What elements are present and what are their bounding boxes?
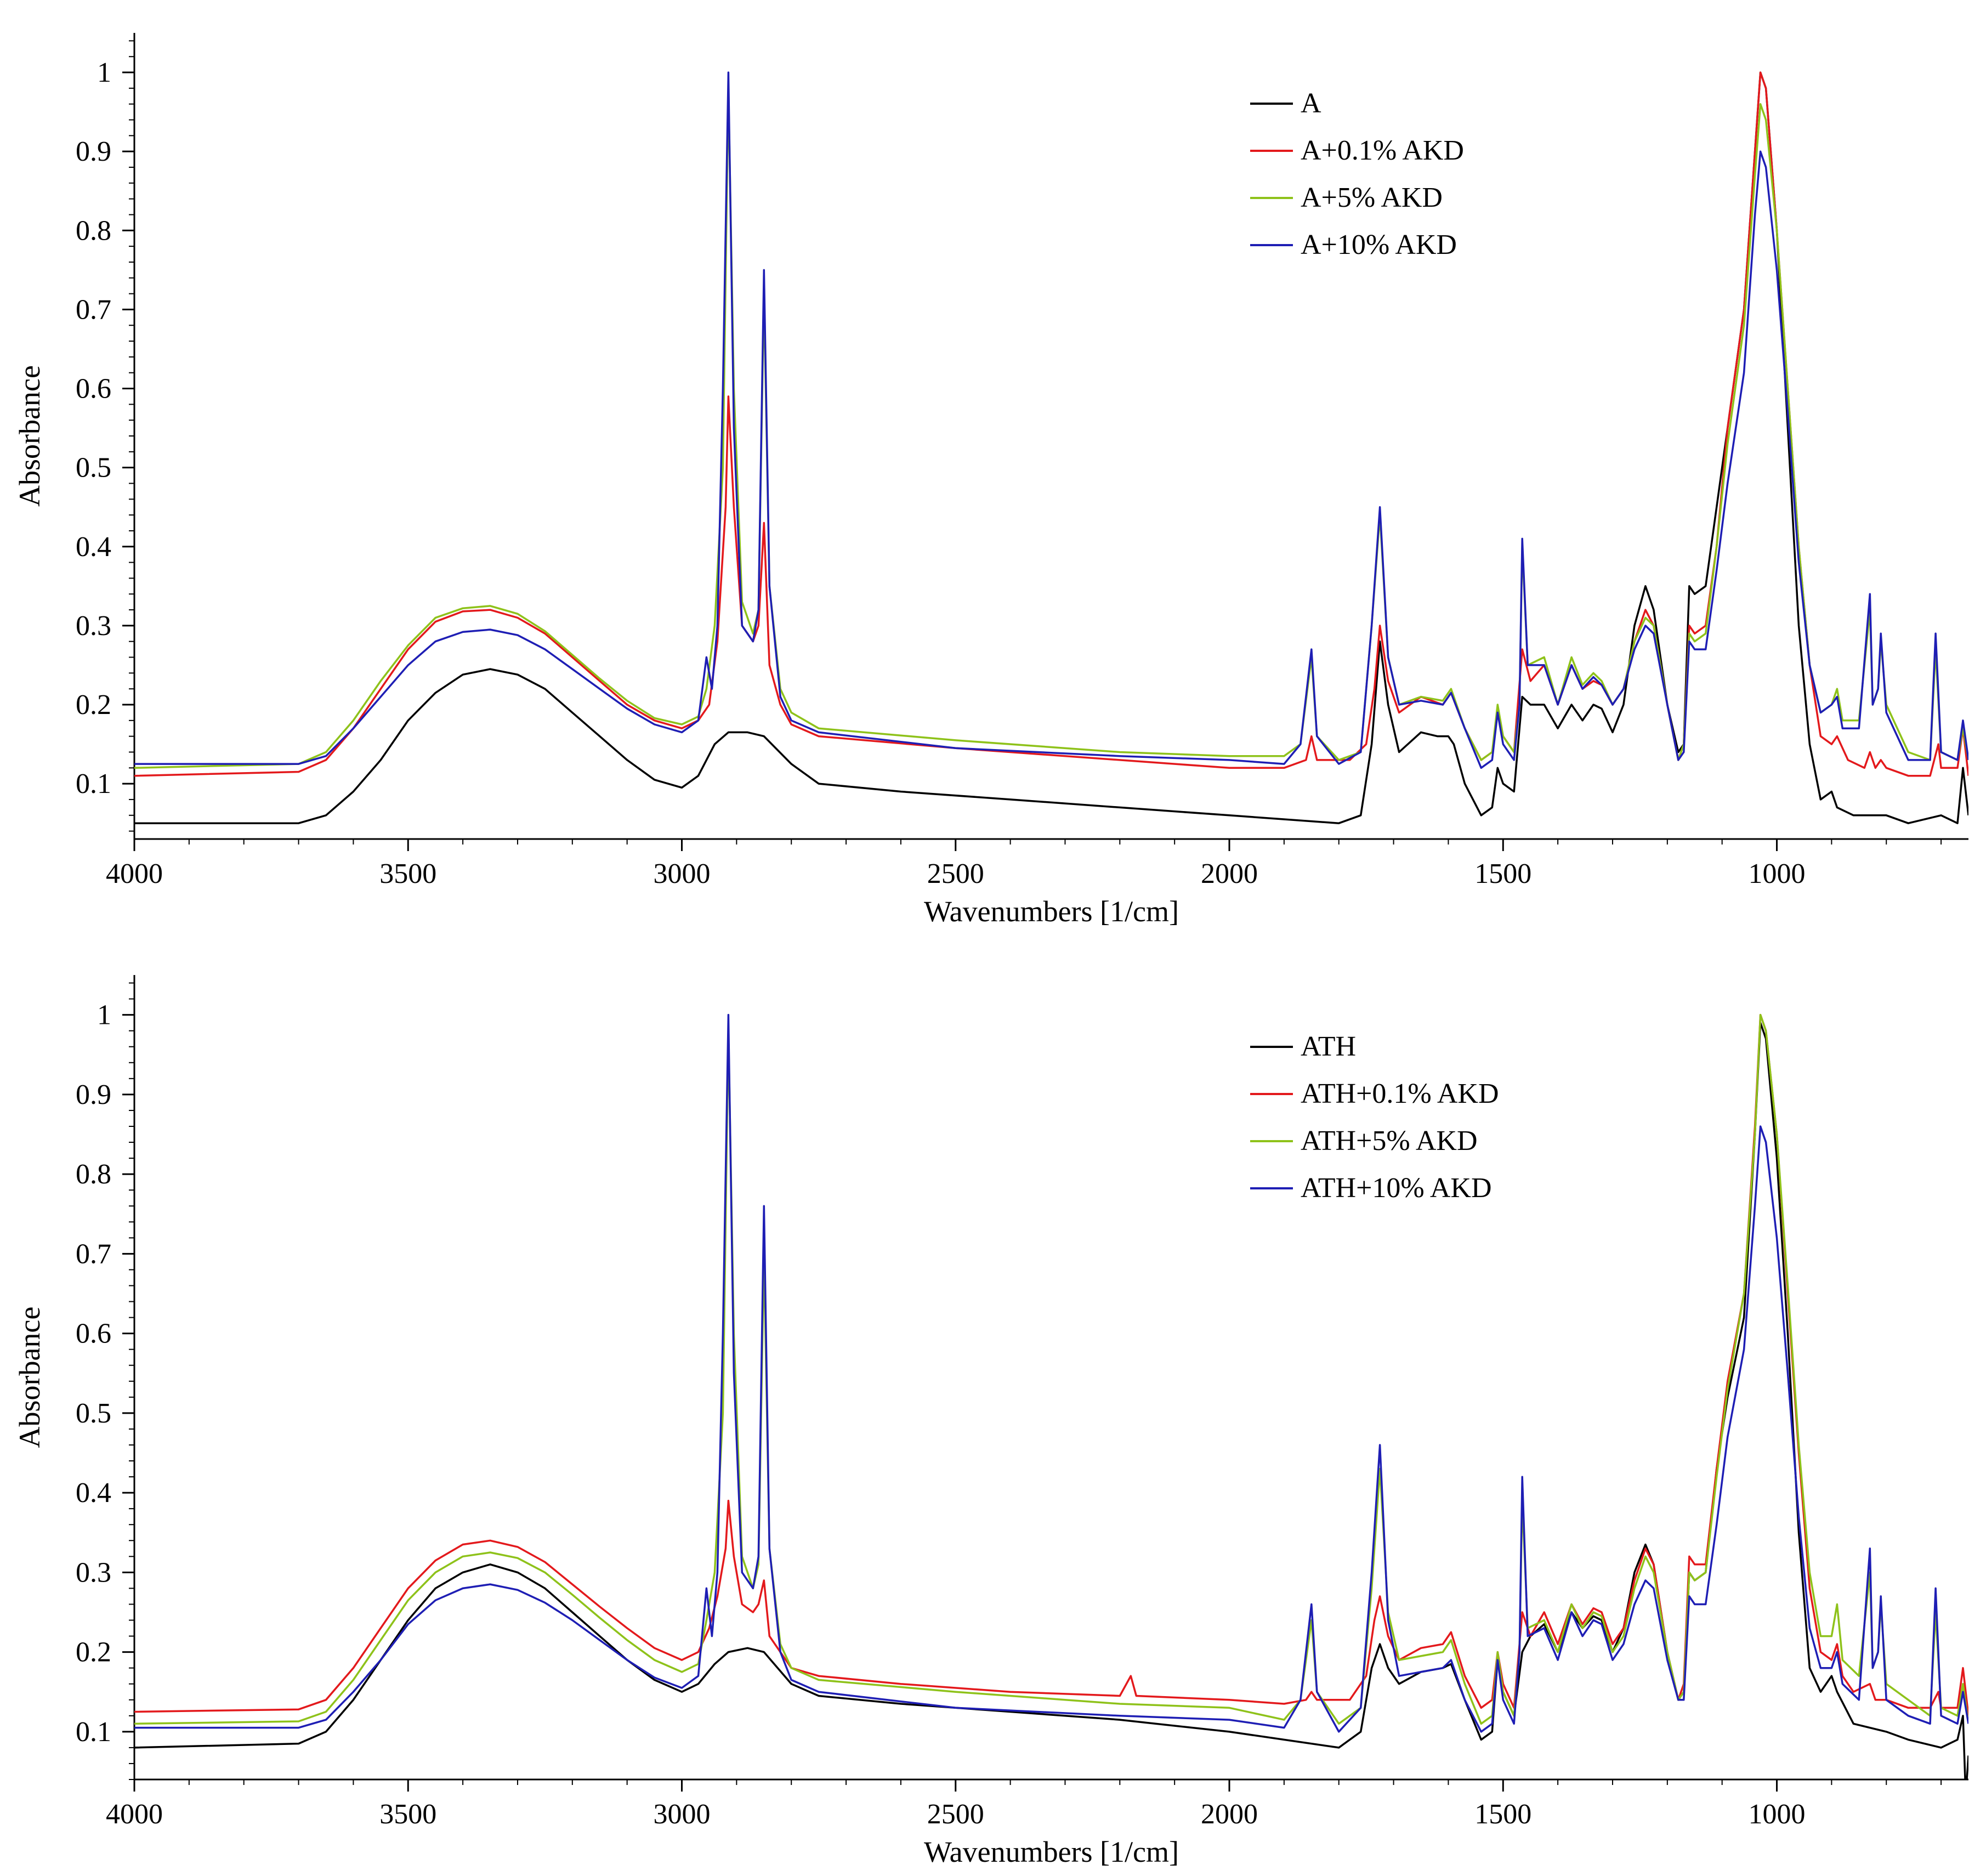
- chart-panel-top: 4000 3500 3000 2500 2000 1500 1000 0.1 0.2 0.3 0.4…: [13, 33, 1968, 928]
- x-tick-label: 1500: [1474, 858, 1531, 889]
- series-line-ath-10-akd: [134, 1013, 1968, 1733]
- x-tick-label: 2000: [1201, 858, 1258, 889]
- x-tick-label: 2500: [927, 1799, 984, 1830]
- x-axis-title: Wavenumbers [1/cm]: [924, 1835, 1179, 1868]
- legend-label-ath-0-1-akd: ATH+0.1% AKD: [1301, 1078, 1499, 1109]
- legend-label-ath-10-akd: ATH+10% AKD: [1301, 1172, 1492, 1204]
- y-tick-label: 0.6: [76, 373, 111, 405]
- series-line-a-0-1-akd: [134, 71, 1968, 777]
- y-tick-label: 0.1: [76, 1716, 111, 1748]
- y-tick-label: 0.4: [76, 1477, 111, 1509]
- x-tick-label: 4000: [106, 858, 163, 889]
- y-axis-title: Absorbance: [13, 365, 46, 507]
- legend-label-a-10-akd: A+10% AKD: [1301, 229, 1457, 260]
- x-tick-label: 1000: [1749, 1799, 1806, 1830]
- x-tick-label: 3500: [379, 1799, 436, 1830]
- y-tick-label: 1: [97, 57, 111, 88]
- x-tick-label: 1500: [1474, 1799, 1531, 1830]
- x-tick-label: 1000: [1749, 858, 1806, 889]
- x-tick-label: 3000: [654, 1799, 711, 1830]
- x-tick-label: 2500: [927, 858, 984, 889]
- legend-label-a-5-akd: A+5% AKD: [1301, 182, 1443, 213]
- x-axis-title: Wavenumbers [1/cm]: [924, 895, 1179, 928]
- y-tick-label: 0.9: [76, 1079, 111, 1110]
- x-tick-label: 2000: [1201, 1799, 1258, 1830]
- series-line-ath: [134, 1022, 1968, 1779]
- legend-label-ath-5-akd: ATH+5% AKD: [1301, 1125, 1478, 1157]
- y-tick-label: 0.7: [76, 294, 111, 325]
- y-axis-title: Absorbance: [13, 1307, 46, 1448]
- legend-label-a-0-1-akd: A+0.1% AKD: [1301, 135, 1464, 166]
- y-tick-label: 0.6: [76, 1318, 111, 1350]
- y-tick-label: 0.2: [76, 689, 111, 721]
- y-tick-label: 0.8: [76, 1159, 111, 1190]
- y-tick-label: 0.3: [76, 1557, 111, 1588]
- y-tick-label: 0.3: [76, 610, 111, 642]
- series-line-a-5-akd: [134, 87, 1968, 769]
- legend-label-a: A: [1301, 88, 1321, 119]
- y-tick-label: 0.8: [76, 215, 111, 246]
- x-tick-label: 3500: [379, 858, 436, 889]
- series-line-ath-0-1-akd: [134, 1013, 1968, 1716]
- series-line-a: [134, 71, 1968, 824]
- y-tick-label: 0.1: [76, 768, 111, 800]
- y-tick-label: 0.2: [76, 1637, 111, 1668]
- chart-panel-bottom: 4000 3500 3000 2500 2000 1500 1000 0.1 0.2 0.3 0.4…: [13, 975, 1968, 1868]
- y-tick-label: 1: [97, 1000, 111, 1031]
- y-tick-label: 0.5: [76, 1398, 111, 1429]
- y-tick-label: 0.5: [76, 452, 111, 484]
- y-tick-label: 0.9: [76, 136, 111, 167]
- legend-label-ath: ATH: [1301, 1031, 1356, 1062]
- series-line-a-10-akd: [134, 71, 1968, 769]
- y-tick-label: 0.4: [76, 531, 111, 563]
- x-tick-label: 3000: [654, 858, 711, 889]
- y-tick-label: 0.7: [76, 1238, 111, 1269]
- x-tick-label: 4000: [106, 1799, 163, 1830]
